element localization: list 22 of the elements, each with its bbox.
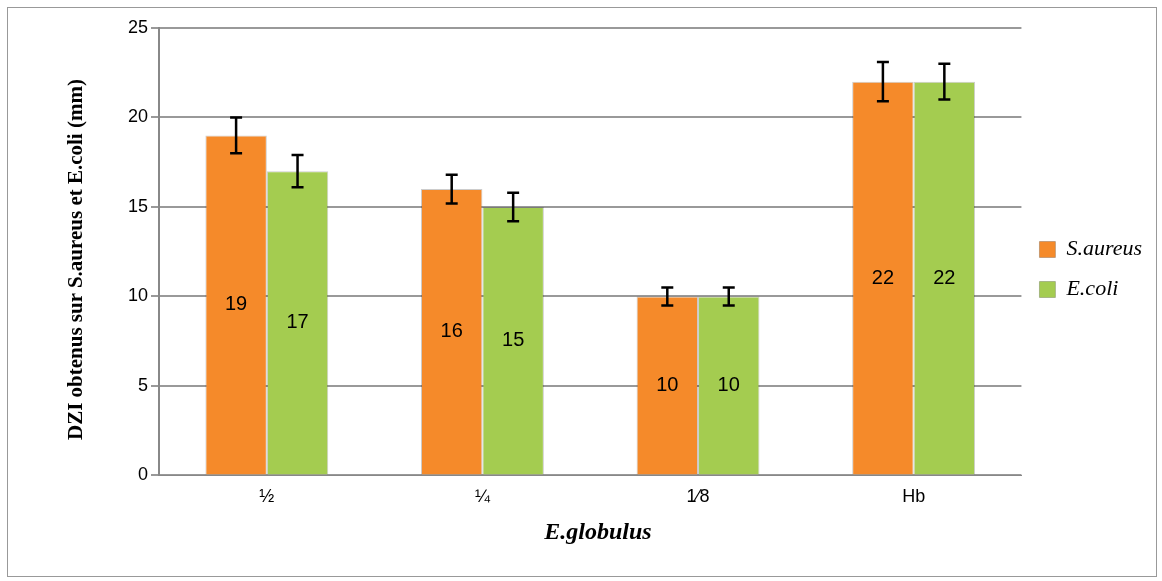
x-tick-label: ½ (259, 486, 275, 507)
data-label: 22 (871, 265, 895, 288)
y-tick-label: 15 (127, 195, 149, 216)
x-axis-title: E.globulus (543, 518, 653, 545)
x-tick-label: 1⁄8 (686, 486, 710, 507)
x-tick-label: ¼ (474, 486, 491, 507)
y-tick-label: 10 (127, 285, 149, 306)
y-tick-label: 5 (138, 374, 149, 395)
data-label: 17 (286, 310, 309, 333)
data-label: 19 (224, 292, 248, 315)
data-label: 16 (440, 319, 463, 342)
legend-label: E.coli (1065, 275, 1119, 301)
data-label: 10 (656, 372, 679, 395)
y-tick-label: 20 (127, 106, 149, 127)
data-label: 22 (933, 265, 956, 288)
data-label: 15 (502, 328, 525, 351)
data-label: 10 (717, 372, 740, 395)
y-axis-title: DZI obtenus sur S.aureus et E.coli (mm) (61, 78, 88, 443)
legend-label: S.aureus (1066, 235, 1143, 261)
x-tick-label: Hb (902, 486, 926, 507)
y-tick-label: 25 (127, 16, 149, 37)
y-tick-label: 0 (138, 464, 149, 485)
